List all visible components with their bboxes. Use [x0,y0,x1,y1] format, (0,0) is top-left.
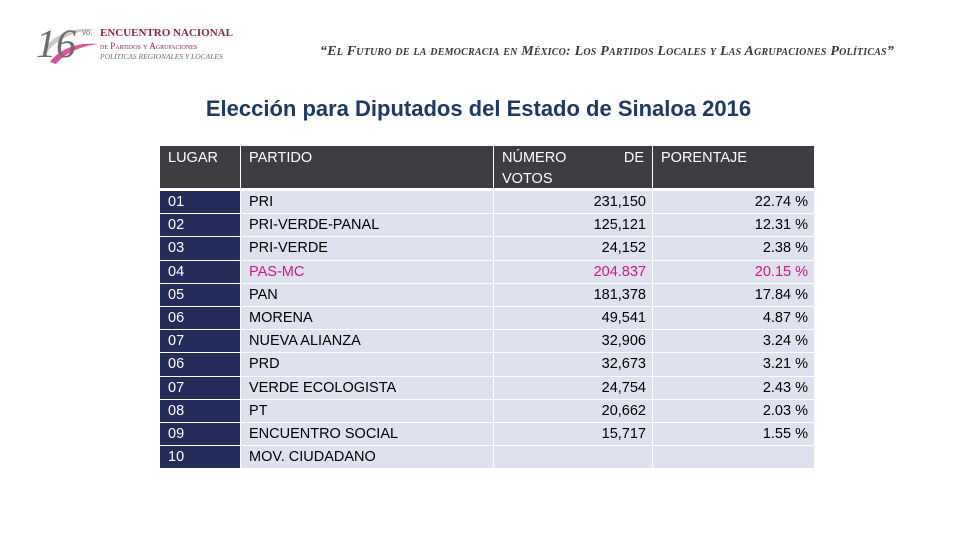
row-partido: NUEVA ALIANZA [241,330,493,353]
row-lugar: 07 [160,330,240,353]
column-header-votos-b: DE [623,150,644,166]
row-porcentaje: 1.55 % [653,423,814,446]
row-partido: PRI-VERDE [241,237,493,260]
row-lugar: 08 [160,399,240,422]
row-porcentaje: 12.31 % [653,214,814,237]
logo-line-1: ENCUENTRO NACIONAL [100,27,233,39]
row-partido: VERDE ECOLOGISTA [241,376,493,399]
column-header-porcentaje: PORENTAJE [653,146,814,188]
column-header-partido: PARTIDO [241,146,493,188]
column-header-votos: NÚMERO DE VOTOS [494,146,652,188]
row-lugar: 07 [160,376,240,399]
row-partido: PAN [241,283,493,306]
page-title: Elección para Diputados del Estado de Si… [205,96,752,121]
row-partido: MOV. CIUDADANO [241,446,493,469]
row-lugar: 05 [160,283,240,306]
row-lugar: 09 [160,423,240,446]
row-porcentaje: 3.21 % [653,353,814,376]
row-porcentaje: 4.87 % [653,307,814,330]
row-votos [494,446,652,469]
row-partido: PRD [241,353,493,376]
row-porcentaje [653,446,814,469]
row-porcentaje: 3.24 % [653,330,814,353]
row-votos: 49,541 [494,307,652,330]
row-partido: MORENA [241,307,493,330]
row-porcentaje: 2.43 % [653,376,814,399]
row-porcentaje: 2.03 % [653,399,814,422]
logo-number: 16 [36,21,76,66]
row-votos: 204.837 [494,260,652,283]
row-lugar: 01 [160,191,240,214]
row-porcentaje: 20.15 % [653,260,814,283]
logo-superscript: vo. [82,28,93,37]
row-partido: PRI-VERDE-PANAL [241,214,493,237]
event-logo: 16 vo. ENCUENTRO NACIONAL de Partidos y … [36,21,233,70]
row-lugar: 06 [160,353,240,376]
row-votos: 181,378 [494,283,652,306]
row-votos: 32,673 [494,353,652,376]
row-porcentaje: 2.38 % [653,237,814,260]
row-partido: PAS-MC [241,260,493,283]
row-partido: ENCUENTRO SOCIAL [241,423,493,446]
row-votos: 20,662 [494,399,652,422]
row-votos: 125,121 [494,214,652,237]
row-partido: PT [241,399,493,422]
row-partido: PRI [241,191,493,214]
logo-line-3: POLÍTICAS REGIONALES Y LOCALES [100,52,223,61]
row-lugar: 03 [160,237,240,260]
row-votos: 24,754 [494,376,652,399]
column-header-lugar: LUGAR [160,146,240,188]
row-votos: 231,150 [494,191,652,214]
row-porcentaje: 22.74 % [653,191,814,214]
row-votos: 24,152 [494,237,652,260]
column-header-votos-a: NÚMERO [502,150,567,166]
event-banner: “El Futuro de la democracia en México: L… [320,44,895,59]
row-votos: 15,717 [494,423,652,446]
row-votos: 32,906 [494,330,652,353]
row-porcentaje: 17.84 % [653,283,814,306]
row-lugar: 04 [160,260,240,283]
logo-swoosh-icon [42,29,98,64]
column-header-votos-c: VOTOS [502,171,553,187]
logo-line-2: de Partidos y Agrupaciones [100,41,198,51]
row-lugar: 10 [160,446,240,469]
row-lugar: 06 [160,307,240,330]
row-lugar: 02 [160,214,240,237]
